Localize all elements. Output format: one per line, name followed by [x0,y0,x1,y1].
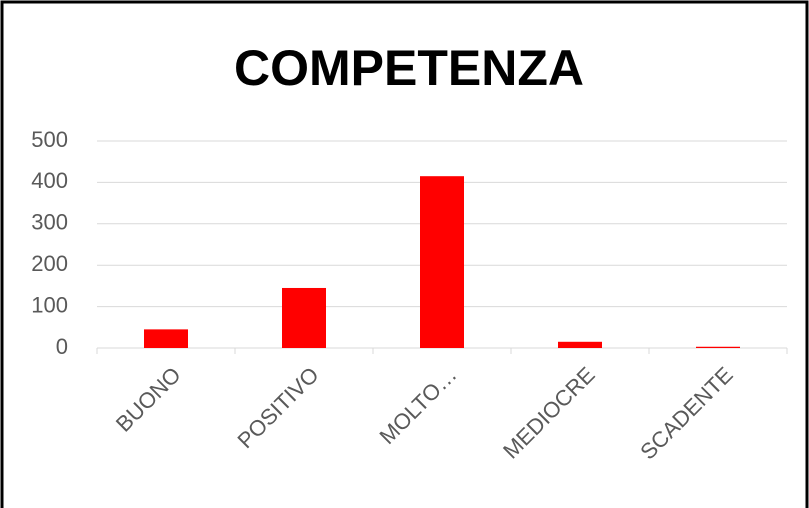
y-tick-label: 100 [31,292,68,317]
y-tick-label: 400 [31,168,68,193]
bar [282,287,326,348]
bar [144,329,188,348]
chart-title: COMPETENZA [234,40,584,96]
bar [558,341,602,348]
bar [696,346,740,348]
y-tick-label: 0 [56,334,68,359]
y-tick-label: 500 [31,127,68,152]
bar [420,176,464,348]
y-tick-label: 200 [31,251,68,276]
y-tick-label: 300 [31,210,68,235]
